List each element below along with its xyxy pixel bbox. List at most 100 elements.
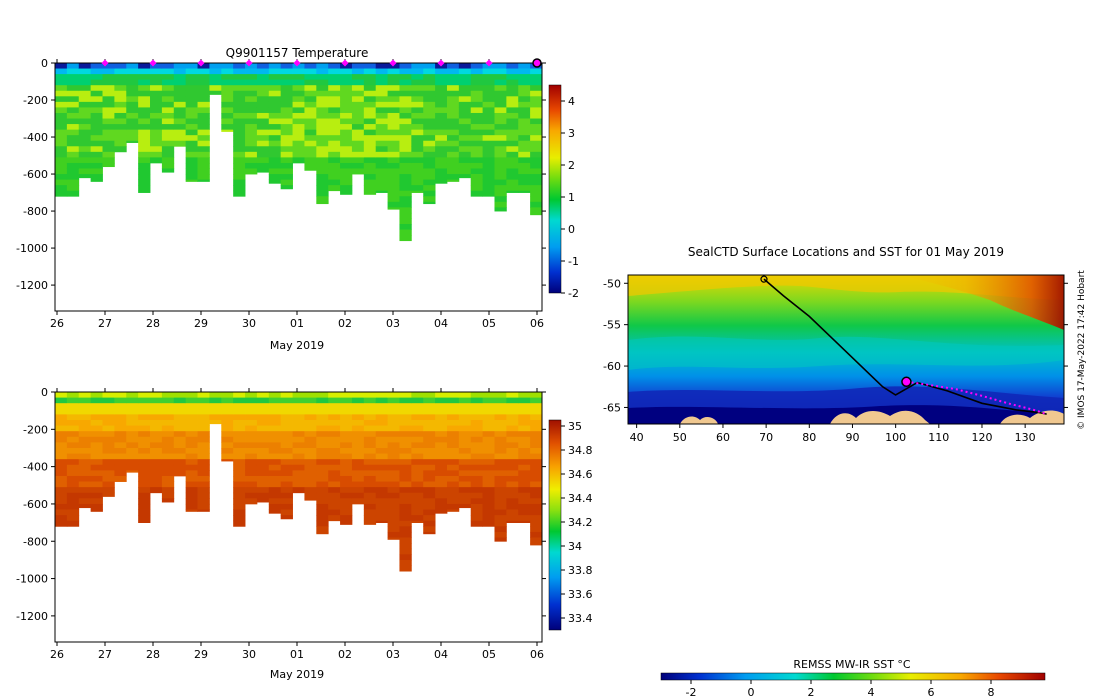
temperature-cell <box>387 157 400 164</box>
salinity-cell <box>268 392 282 398</box>
sst-map-x-tick-label: 50 <box>673 431 687 444</box>
temperature-cell <box>138 146 151 153</box>
temperature-cell <box>363 190 377 195</box>
salinity-x-tick-label: 01 <box>290 648 304 661</box>
salinity-cell <box>185 431 198 438</box>
salinity-cell <box>316 403 329 410</box>
temperature-cell <box>363 174 377 180</box>
salinity-cell <box>340 442 353 449</box>
temperature-cell <box>387 207 400 210</box>
temperature-cell <box>102 85 115 92</box>
temperature-cell <box>506 107 519 114</box>
temperature-profile-column <box>55 63 68 197</box>
salinity-cell <box>351 475 365 482</box>
salinity-profile-column <box>292 392 305 494</box>
temperature-cell <box>304 79 317 86</box>
salinity-cell <box>411 470 424 477</box>
temperature-cell <box>411 112 424 119</box>
salinity-profile-column <box>494 392 507 542</box>
temperature-cell <box>292 146 305 153</box>
salinity-profile-column <box>66 392 80 527</box>
temperature-cell <box>161 151 175 158</box>
salinity-cell <box>399 419 412 426</box>
salinity-cell <box>530 419 543 426</box>
temperature-cell <box>387 179 400 186</box>
temperature-cell <box>102 146 115 153</box>
temperature-cell <box>435 140 448 147</box>
temperature-x-tick-label: 03 <box>386 317 400 330</box>
temperature-cell <box>55 118 68 125</box>
temperature-cell <box>221 96 234 103</box>
temperature-cell <box>173 101 187 108</box>
salinity-cell <box>506 419 519 426</box>
temperature-colorbar-tick-label: 4 <box>568 95 575 108</box>
salinity-cell <box>55 509 68 516</box>
salinity-cell <box>292 475 305 482</box>
temperature-cell <box>114 107 127 114</box>
salinity-cell <box>126 425 139 432</box>
salinity-cell <box>150 403 163 410</box>
temperature-cell <box>138 168 151 175</box>
salinity-cell <box>387 470 400 477</box>
temperature-cell <box>482 118 495 125</box>
salinity-cell <box>482 520 495 527</box>
temperature-cell <box>482 135 495 142</box>
salinity-cell <box>304 431 317 438</box>
temperature-cell <box>387 101 400 108</box>
temperature-cell <box>530 96 543 103</box>
temperature-cell <box>387 151 400 158</box>
temperature-cell <box>233 112 246 119</box>
salinity-cell <box>518 453 531 460</box>
salinity-colorbar-tick-label: 33.6 <box>568 588 593 601</box>
salinity-cell <box>518 464 531 471</box>
salinity-cell <box>351 436 365 443</box>
salinity-cell <box>268 481 282 488</box>
salinity-cell <box>197 487 210 494</box>
temperature-cell <box>173 90 187 97</box>
salinity-cell <box>446 509 460 512</box>
temperature-cell <box>399 229 412 236</box>
temperature-cell <box>268 124 282 131</box>
temperature-cell <box>90 140 103 147</box>
salinity-cell <box>268 414 282 421</box>
temperature-cell <box>328 146 341 153</box>
salinity-cell <box>470 436 484 443</box>
temperature-cell <box>387 63 400 69</box>
temperature-cell <box>280 85 293 92</box>
salinity-cell <box>55 520 68 527</box>
salinity-cell <box>351 498 365 505</box>
temperature-cell <box>363 185 377 192</box>
temperature-cell <box>494 168 507 175</box>
salinity-x-tick-label: 27 <box>98 648 112 661</box>
temperature-cell <box>161 168 175 173</box>
temperature-cell <box>470 168 484 175</box>
temperature-cell <box>351 107 365 114</box>
salinity-cell <box>363 503 377 510</box>
salinity-cell <box>161 436 175 443</box>
temperature-cell <box>256 101 270 108</box>
salinity-cell <box>209 414 222 421</box>
temperature-cell <box>126 96 139 103</box>
salinity-cell <box>292 408 305 415</box>
temperature-cell <box>126 79 139 86</box>
temperature-cell <box>351 162 365 169</box>
temperature-cell <box>458 168 472 175</box>
temperature-cell <box>340 151 353 158</box>
temperature-cell <box>55 146 68 153</box>
salinity-cell <box>209 408 222 415</box>
salinity-cell <box>328 442 341 449</box>
salinity-cell <box>506 436 519 443</box>
salinity-profile-column <box>530 392 543 546</box>
temperature-cell <box>292 151 305 158</box>
salinity-cell <box>482 447 495 454</box>
temperature-cell <box>446 140 460 147</box>
temperature-cell <box>185 174 198 180</box>
temperature-colorbar-tick-label: 0 <box>568 223 575 236</box>
salinity-cell <box>280 431 293 438</box>
salinity-profile-column <box>256 392 270 503</box>
temperature-cell <box>197 101 210 108</box>
salinity-cell <box>150 408 163 415</box>
salinity-cell <box>494 475 507 482</box>
temperature-cell <box>78 118 92 125</box>
temperature-cell <box>268 90 282 97</box>
